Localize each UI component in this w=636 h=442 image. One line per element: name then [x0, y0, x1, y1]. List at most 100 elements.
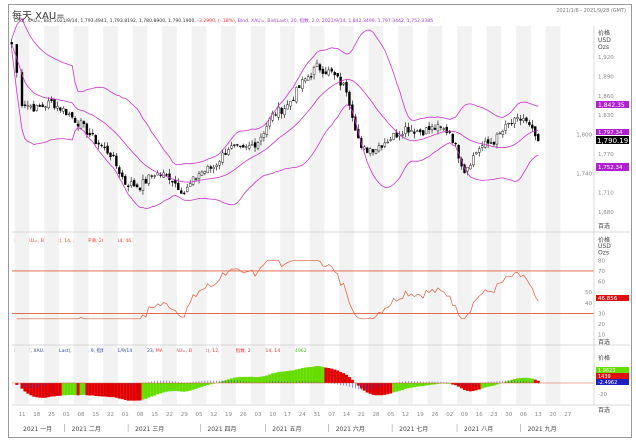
macd-area [52, 383, 56, 397]
candle [448, 131, 451, 133]
candle [383, 142, 387, 147]
candle [368, 148, 372, 155]
macd-area [179, 383, 183, 392]
grid-stripe [44, 26, 59, 404]
grid-stripe [191, 26, 207, 404]
candle [295, 87, 298, 103]
candle [200, 171, 204, 176]
macd-area [209, 383, 213, 385]
candle [221, 152, 224, 163]
grid-stripe [516, 26, 531, 404]
macd-area [144, 383, 148, 399]
x-tick-label: 20 [550, 412, 557, 418]
candle [126, 185, 130, 187]
macd-area [371, 383, 375, 395]
candle [442, 128, 446, 130]
macd-tag-1 [596, 367, 629, 373]
macd-area [26, 383, 30, 394]
macd-area [448, 383, 452, 384]
macd-area [58, 383, 62, 396]
macd-area [271, 373, 275, 383]
macd-area [114, 383, 118, 398]
candle [433, 127, 437, 130]
x-tick-label: 31 [314, 412, 321, 418]
candle [23, 104, 27, 107]
macd-area [471, 383, 475, 391]
candle [342, 82, 345, 85]
candle [504, 124, 507, 131]
rsi-currency-label: USD [598, 243, 611, 250]
macd-area [318, 366, 322, 383]
macd-area [297, 368, 301, 383]
candle [475, 152, 478, 155]
candle [177, 182, 180, 191]
last-price-value: 1,790.19 [597, 137, 628, 145]
macd-area [294, 369, 298, 383]
chart-title: 每天 XAU= [12, 11, 65, 22]
candle [53, 99, 56, 109]
rsi-ozs-label: Ozs [598, 250, 609, 257]
candle [129, 181, 133, 186]
candle [82, 121, 86, 124]
macd-area [345, 374, 348, 383]
macd-area [253, 377, 257, 383]
grid-stripe [398, 26, 413, 404]
rsi-footer: 百选 [598, 338, 610, 346]
candle [41, 104, 44, 108]
price-tick-label: 1,710 [598, 191, 614, 197]
candle [73, 118, 77, 123]
macd-area [286, 370, 289, 383]
macd-area [336, 370, 340, 383]
macd-area [197, 383, 201, 388]
x-month-label: 2021 一月 [23, 426, 52, 433]
macd-area [117, 383, 121, 399]
macd-area [29, 383, 33, 396]
macd-area [536, 380, 540, 383]
macd-area [460, 383, 464, 389]
candle [363, 146, 366, 150]
candle [215, 164, 218, 167]
candle [38, 104, 41, 107]
candle [451, 133, 454, 144]
candle [138, 187, 142, 191]
macd-area [153, 383, 157, 396]
macd-area [350, 379, 354, 383]
x-tick-label: 25 [48, 412, 55, 418]
candle [62, 108, 65, 112]
candle [330, 68, 333, 72]
x-tick-label: 27 [564, 412, 571, 418]
macd-area [70, 383, 74, 395]
macd-area [312, 366, 316, 383]
macd-area [398, 383, 402, 391]
x-tick-label: 19 [417, 412, 424, 418]
candle [318, 64, 322, 71]
macd-area [415, 383, 419, 387]
x-tick-label: 28 [373, 412, 380, 418]
macd-area [173, 383, 177, 392]
change-legend: -3.2990, (-.18%), [197, 19, 238, 24]
macd-area [141, 383, 145, 400]
macd-footer: 百选 [598, 406, 610, 414]
macd-area [259, 376, 263, 383]
candle [94, 135, 97, 144]
candle [203, 171, 207, 174]
macd-area [303, 367, 307, 383]
macd-area [424, 383, 428, 386]
macd-area [386, 383, 390, 395]
price-tick-label: 1,860 [598, 94, 614, 100]
x-tick-label: 23 [491, 412, 498, 418]
candle [144, 179, 148, 184]
rsi-tick-label: 60 [598, 280, 605, 286]
grid-stripe [309, 26, 325, 404]
macd-area [170, 383, 174, 392]
candle [416, 130, 419, 132]
candle [79, 120, 83, 129]
macd-area [300, 368, 304, 383]
x-tick-label: 09 [461, 412, 468, 418]
x-tick-label: 12 [210, 412, 217, 418]
candle [50, 99, 53, 101]
candle [26, 105, 30, 107]
unit-label: Ozs [598, 44, 609, 51]
price-tick-label: 1,680 [598, 210, 614, 216]
